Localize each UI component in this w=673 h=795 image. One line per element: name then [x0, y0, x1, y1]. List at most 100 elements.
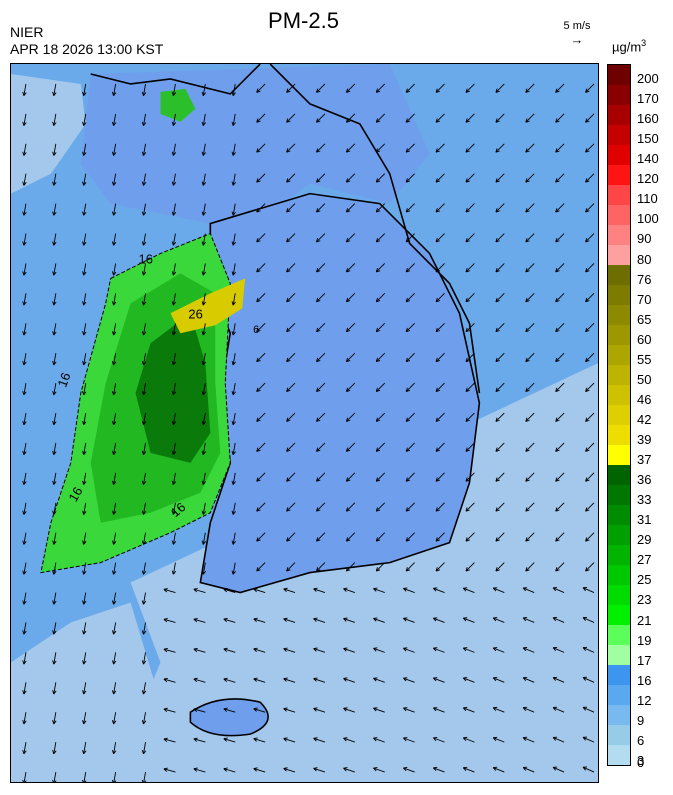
- wind-arrow-head-icon: [111, 211, 117, 216]
- wind-arrow-icon: [316, 113, 326, 123]
- wind-arrow-head-icon: [555, 118, 560, 123]
- wind-arrow-head-icon: [405, 297, 411, 303]
- wind-arrow-icon: [163, 708, 176, 713]
- wind-arrow-icon: [433, 647, 445, 653]
- wind-arrow-icon: [403, 617, 415, 623]
- land-north: [80, 64, 430, 224]
- wind-arrow-head-icon: [82, 420, 87, 426]
- wind-arrow-icon: [202, 173, 206, 186]
- wind-arrow-icon: [405, 173, 415, 183]
- wind-arrow-icon: [286, 233, 296, 243]
- wind-arrow-head-icon: [256, 507, 261, 512]
- wind-arrow-head-icon: [22, 420, 27, 426]
- wind-arrow-icon: [555, 502, 565, 512]
- wind-arrow-head-icon: [231, 540, 236, 545]
- wind-arrow-head-icon: [316, 238, 321, 243]
- wind-arrow-head-icon: [343, 587, 348, 592]
- wind-arrow-head-icon: [522, 617, 528, 622]
- wind-arrow-icon: [525, 293, 535, 303]
- wind-arrow-icon: [113, 233, 117, 246]
- wind-arrow-icon: [555, 382, 565, 392]
- wind-arrow-icon: [83, 472, 87, 485]
- wind-arrow-head-icon: [525, 148, 530, 153]
- legend-swatch: [608, 405, 630, 426]
- wind-arrow-head-icon: [555, 208, 560, 213]
- wind-arrow-icon: [113, 562, 117, 575]
- wind-arrow-head-icon: [22, 301, 27, 306]
- wind-arrow-head-icon: [435, 118, 440, 123]
- wind-arrow-head-icon: [22, 271, 27, 276]
- legend-swatch: [608, 185, 630, 206]
- wind-arrow-icon: [405, 532, 415, 542]
- wind-arrow-icon: [405, 382, 415, 392]
- wind-arrow-icon: [53, 113, 57, 126]
- legend-swatch: [608, 625, 630, 646]
- wind-arrow-head-icon: [111, 420, 117, 426]
- wind-arrow-icon: [143, 293, 146, 306]
- wind-arrow-icon: [143, 383, 146, 395]
- wind-arrow-head-icon: [345, 477, 351, 482]
- wind-reference-label: 5 m/s: [563, 20, 591, 32]
- wind-arrow-icon: [53, 742, 57, 754]
- wind-arrow-head-icon: [552, 676, 558, 681]
- wind-arrow-icon: [256, 532, 266, 542]
- wind-arrow-icon: [193, 618, 206, 623]
- wind-arrow-head-icon: [435, 507, 440, 512]
- wind-arrow-head-icon: [495, 267, 500, 273]
- wind-arrow-head-icon: [435, 297, 440, 303]
- wind-arrow-head-icon: [163, 618, 168, 623]
- wind-arrow-head-icon: [231, 151, 236, 156]
- wind-arrow-head-icon: [316, 357, 321, 363]
- wind-arrow-icon: [346, 83, 356, 93]
- wind-arrow-head-icon: [111, 301, 117, 306]
- wind-arrow-head-icon: [495, 208, 500, 213]
- wind-arrow-icon: [463, 647, 475, 653]
- wind-arrow-icon: [223, 588, 236, 593]
- wind-arrow-icon: [343, 677, 355, 683]
- wind-arrow-icon: [555, 173, 565, 183]
- wind-arrow-head-icon: [283, 737, 288, 742]
- wind-arrow-icon: [435, 412, 445, 422]
- wind-arrow-head-icon: [286, 327, 291, 333]
- wind-arrow-head-icon: [22, 211, 27, 216]
- wind-arrow-icon: [343, 737, 355, 743]
- wind-arrow-head-icon: [171, 361, 177, 366]
- north-hotspot: [160, 88, 196, 122]
- wind-arrow-head-icon: [375, 507, 381, 512]
- wind-arrow-icon: [433, 677, 445, 683]
- wind-arrow-head-icon: [465, 387, 470, 392]
- wind-arrow-head-icon: [193, 677, 198, 683]
- wind-arrow-head-icon: [286, 417, 291, 422]
- wind-arrow-head-icon: [465, 208, 470, 213]
- wind-arrow-head-icon: [316, 477, 321, 482]
- wind-arrow-icon: [23, 263, 27, 276]
- wind-arrow-icon: [83, 502, 87, 515]
- wind-arrow-icon: [113, 532, 117, 545]
- wind-arrow-head-icon: [141, 301, 147, 306]
- wind-arrow-head-icon: [223, 677, 228, 682]
- wind-arrow-head-icon: [585, 357, 590, 363]
- wind-arrow-head-icon: [435, 327, 440, 333]
- wind-arrow-head-icon: [286, 567, 291, 572]
- wind-arrow-head-icon: [22, 480, 27, 485]
- wind-arrow-head-icon: [231, 271, 236, 276]
- wind-arrow-head-icon: [313, 737, 318, 742]
- wind-arrow-icon: [435, 502, 445, 512]
- wind-arrow-icon: [143, 173, 146, 186]
- wind-arrow-head-icon: [171, 480, 177, 485]
- wind-arrow-head-icon: [253, 647, 258, 652]
- wind-arrow-icon: [232, 412, 236, 425]
- wind-arrow-head-icon: [375, 537, 381, 542]
- wind-arrow-head-icon: [82, 241, 87, 246]
- wind-arrow-icon: [143, 113, 146, 126]
- wind-arrow-icon: [465, 382, 475, 392]
- wind-arrow-icon: [172, 143, 176, 156]
- wind-arrow-head-icon: [52, 510, 57, 515]
- wind-arrow-head-icon: [555, 387, 560, 392]
- wind-arrow-head-icon: [52, 749, 57, 755]
- wind-arrow-head-icon: [495, 387, 500, 392]
- wind-arrow-icon: [83, 682, 87, 695]
- wind-arrow-icon: [143, 263, 146, 276]
- color-legend: [607, 64, 631, 766]
- wind-arrow-head-icon: [82, 570, 87, 575]
